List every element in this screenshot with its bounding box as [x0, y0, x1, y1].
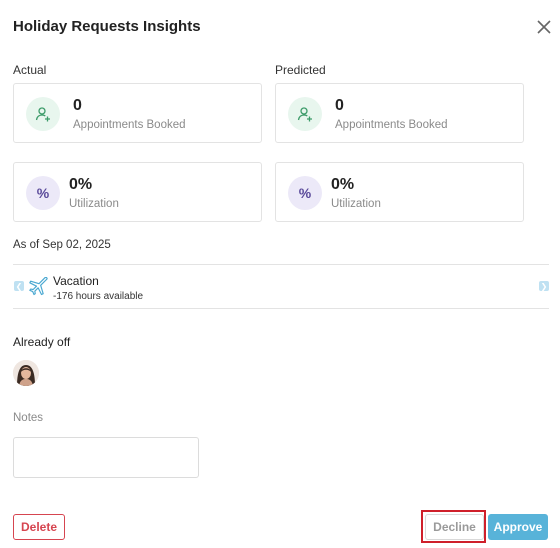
actual-appointments-label: Appointments Booked — [73, 119, 186, 131]
chevron-right-icon[interactable]: ❯ — [539, 281, 549, 291]
modal-title: Holiday Requests Insights — [13, 18, 201, 35]
leave-type: Vacation — [53, 274, 99, 288]
predicted-utilization-value: 0% — [331, 176, 355, 193]
percent-icon: % — [26, 176, 60, 210]
divider — [13, 264, 549, 265]
predicted-appointments-label: Appointments Booked — [335, 119, 448, 131]
actual-appointments-value: 0 — [73, 97, 82, 114]
delete-button[interactable]: Delete — [13, 514, 65, 540]
user-add-icon — [26, 97, 60, 131]
divider — [13, 308, 549, 309]
predicted-appointments-value: 0 — [335, 97, 344, 114]
predicted-label: Predicted — [275, 63, 326, 77]
leave-available: -176 hours available — [53, 291, 144, 302]
predicted-utilization-card: % 0% Utilization — [275, 162, 524, 222]
decline-highlight-box — [421, 510, 486, 543]
user-add-icon — [288, 97, 322, 131]
percent-icon: % — [288, 176, 322, 210]
decline-button[interactable]: Decline — [425, 514, 484, 540]
actual-utilization-value: 0% — [69, 176, 93, 193]
notes-label: Notes — [13, 412, 44, 424]
avatar[interactable] — [13, 360, 39, 386]
chevron-left-icon[interactable]: ❮ — [14, 281, 24, 291]
actual-utilization-card: % 0% Utilization — [13, 162, 262, 222]
approve-button[interactable]: Approve — [488, 514, 548, 540]
as-of-date: As of Sep 02, 2025 — [13, 239, 111, 251]
actual-utilization-label: Utilization — [69, 198, 119, 210]
predicted-appointments-card: 0 Appointments Booked — [275, 83, 524, 143]
already-off-label: Already off — [13, 335, 71, 349]
predicted-utilization-label: Utilization — [331, 198, 381, 210]
actual-label: Actual — [13, 63, 47, 77]
actual-appointments-card: 0 Appointments Booked — [13, 83, 262, 143]
close-icon[interactable] — [536, 19, 552, 35]
airplane-icon — [29, 276, 49, 302]
notes-input[interactable] — [13, 437, 199, 478]
